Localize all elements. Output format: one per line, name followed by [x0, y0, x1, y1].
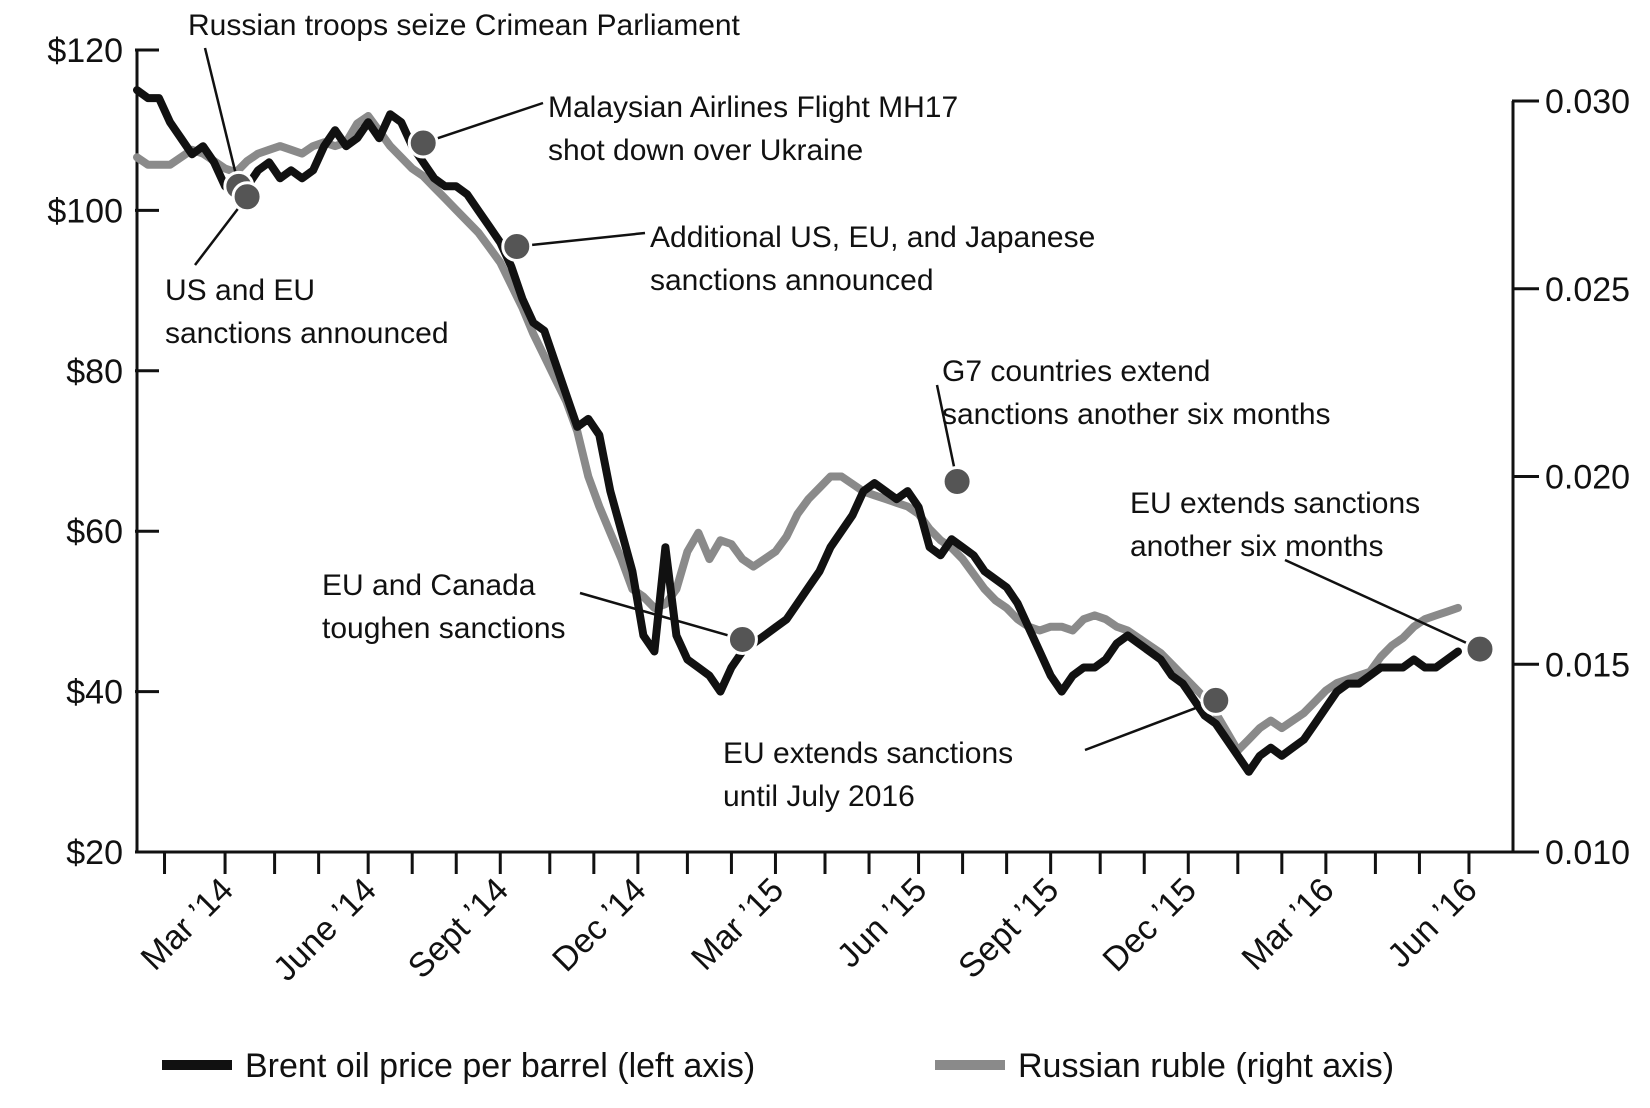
left-tick-label: $40 — [66, 674, 123, 712]
annotation-text-eu-canada: toughen sanctions — [322, 612, 566, 645]
x-tick-label: Dec ’14 — [545, 871, 653, 979]
annotation-text-g7: G7 countries extend — [942, 355, 1211, 388]
right-tick-label: 0.020 — [1545, 459, 1630, 497]
legend-label-oil: Brent oil price per barrel (left axis) — [245, 1047, 755, 1085]
annotation-text-g7: sanctions another six months — [942, 398, 1331, 431]
event-marker-eu-six — [1464, 633, 1496, 665]
event-marker-eu-canada — [726, 623, 758, 655]
annotation-text-eu-canada: EU and Canada — [322, 569, 536, 602]
annotation-leader — [516, 231, 646, 248]
x-tick-label: Jun ’15 — [830, 871, 934, 975]
annotation-leader — [422, 101, 544, 145]
right-tick-label: 0.015 — [1545, 646, 1630, 684]
annotation-text-eu-july: EU extends sanctions — [723, 737, 1013, 770]
event-marker-g7 — [941, 465, 973, 497]
left-tick-label: $120 — [47, 32, 123, 70]
left-tick-label: $100 — [47, 192, 123, 230]
annotation-leader — [1084, 699, 1217, 752]
annotation-text-us-eu: US and EU — [165, 274, 315, 307]
x-tick-label: Sept ’14 — [401, 871, 516, 986]
left-tick-label: $60 — [66, 513, 123, 551]
right-tick-label: 0.010 — [1545, 834, 1630, 872]
x-tick-label: Mar ’14 — [134, 871, 241, 978]
x-tick-label: Mar ’15 — [684, 871, 791, 978]
x-tick-label: Sept ’15 — [951, 871, 1066, 986]
annotation-leader — [579, 591, 743, 641]
ruble-line — [133, 112, 1462, 755]
annotation-text-eu-six: another six months — [1130, 530, 1383, 563]
left-tick-label: $20 — [66, 834, 123, 872]
oil-price-line — [133, 86, 1462, 776]
annotation-leader — [1284, 558, 1481, 651]
annotation-text-mh17: shot down over Ukraine — [548, 134, 863, 167]
left-tick-label: $80 — [66, 353, 123, 391]
annotation-text-crimea: Russian troops seize Crimean Parliament — [188, 9, 741, 42]
annotation-text-mh17: Malaysian Airlines Flight MH17 — [548, 91, 958, 124]
x-tick-label: Jun ’16 — [1380, 871, 1484, 975]
event-marker-mh17 — [407, 127, 439, 159]
x-tick-label: Mar ’16 — [1234, 871, 1341, 978]
x-tick-label: Dec ’15 — [1096, 871, 1204, 979]
right-tick-label: 0.025 — [1545, 271, 1630, 309]
annotation-text-eu-july: until July 2016 — [723, 780, 915, 813]
annotation-leader — [203, 47, 241, 187]
right-tick-label: 0.030 — [1545, 83, 1630, 121]
event-marker-eu-july — [1200, 684, 1232, 716]
annotation-leader — [935, 384, 959, 482]
legend-label-ruble: Russian ruble (right axis) — [1018, 1047, 1394, 1085]
event-marker-us-eu — [231, 181, 263, 213]
x-tick-label: June ’14 — [266, 871, 384, 989]
annotation-text-additional: sanctions announced — [650, 264, 934, 297]
annotation-text-additional: Additional US, EU, and Japanese — [650, 221, 1095, 254]
annotation-text-eu-six: EU extends sanctions — [1130, 487, 1420, 520]
annotation-text-us-eu: sanctions announced — [165, 317, 449, 350]
event-marker-additional — [501, 230, 533, 262]
